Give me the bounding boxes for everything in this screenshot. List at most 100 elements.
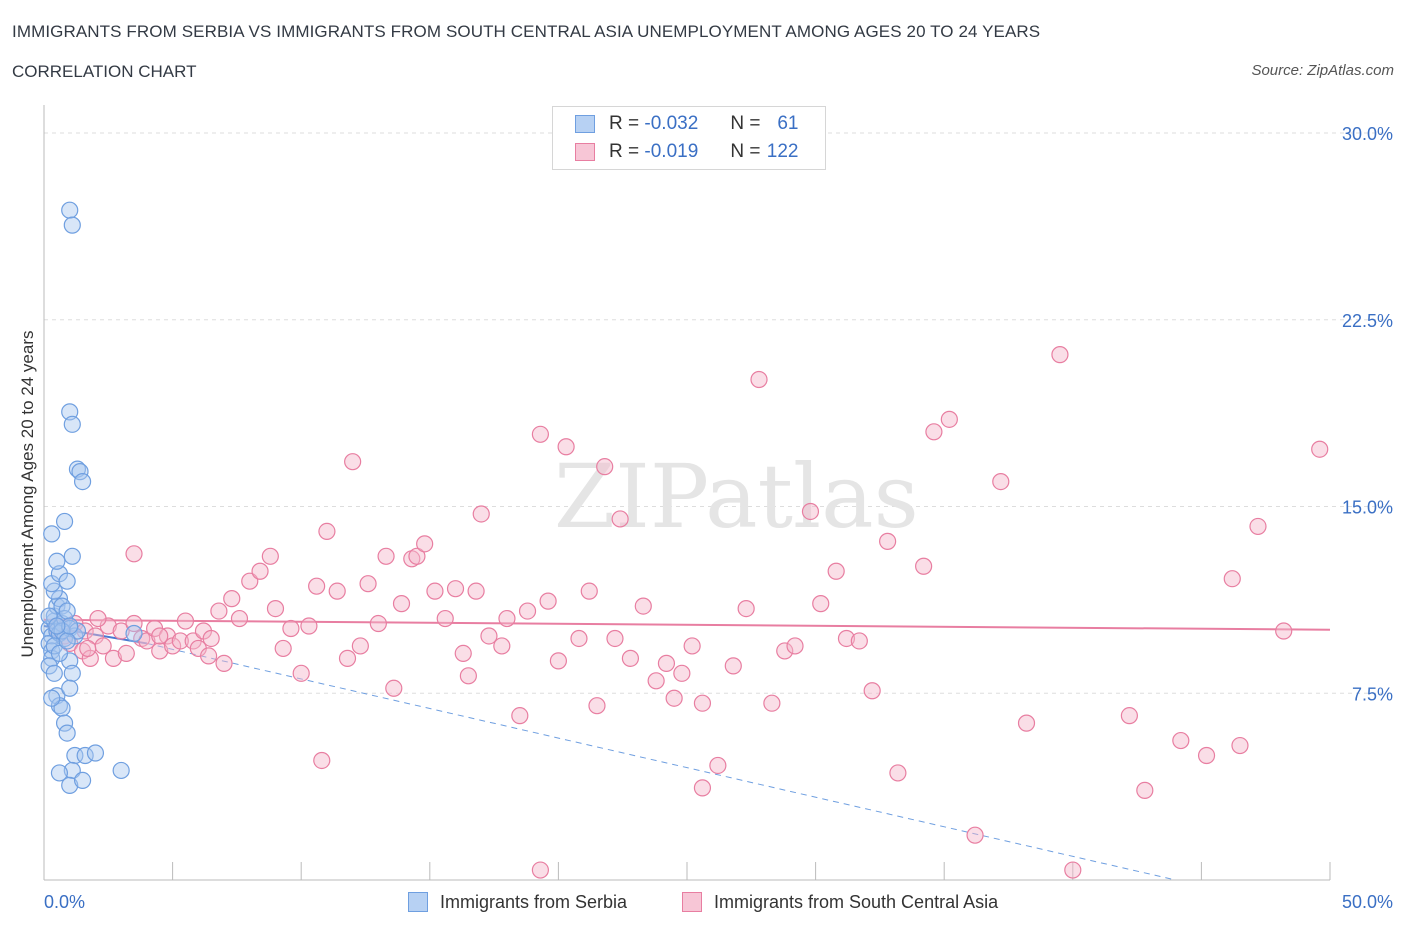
point-south-central-asia xyxy=(467,582,485,600)
point-south-central-asia xyxy=(1311,440,1329,458)
point-south-central-asia xyxy=(408,547,426,565)
point-south-central-asia xyxy=(459,667,477,685)
point-south-central-asia xyxy=(549,652,568,670)
legend-row-serbia: R = -0.032 N = 61 xyxy=(575,112,799,136)
point-south-central-asia xyxy=(750,370,768,389)
point-south-central-asia xyxy=(369,614,387,633)
point-serbia xyxy=(43,689,61,707)
point-south-central-asia xyxy=(837,629,856,648)
point-south-central-asia xyxy=(125,614,143,633)
gridlines xyxy=(44,132,1390,694)
data-points xyxy=(40,201,1329,879)
watermark: ZIPatlas xyxy=(554,445,919,548)
point-south-central-asia xyxy=(416,535,434,553)
x-tick-label-max: 50.0% xyxy=(1342,892,1393,912)
point-south-central-asia xyxy=(737,599,755,618)
point-south-central-asia xyxy=(673,664,691,682)
point-serbia xyxy=(71,463,89,481)
legend-swatch-sca xyxy=(575,143,595,161)
point-south-central-asia xyxy=(138,632,156,650)
point-south-central-asia xyxy=(580,582,598,600)
point-serbia xyxy=(125,624,143,643)
point-south-central-asia xyxy=(241,572,259,590)
point-south-central-asia xyxy=(724,657,742,675)
point-south-central-asia xyxy=(171,632,189,650)
legend-n-value-sca: 122 xyxy=(766,141,799,162)
legend-row-sca: R = -0.019 N = 122 xyxy=(575,140,799,164)
point-south-central-asia xyxy=(693,694,712,712)
point-serbia xyxy=(58,724,76,742)
y-tick-label: 7.5% xyxy=(1352,684,1393,704)
point-south-central-asia xyxy=(557,438,575,456)
legend-n-value-serbia: 61 xyxy=(777,113,799,134)
point-south-central-asia xyxy=(454,644,472,663)
point-south-central-asia xyxy=(634,597,652,615)
point-south-central-asia xyxy=(992,473,1010,491)
bottom-legend-swatch-sca xyxy=(682,892,702,912)
point-serbia xyxy=(50,644,69,663)
stats-legend: R = -0.032 N = 61 R = -0.019 N = 122 xyxy=(552,106,826,170)
point-serbia xyxy=(73,771,92,790)
point-south-central-asia xyxy=(223,590,241,608)
point-south-central-asia xyxy=(925,423,943,441)
point-south-central-asia xyxy=(621,649,640,667)
point-south-central-asia xyxy=(125,545,143,563)
point-south-central-asia xyxy=(606,629,624,648)
point-serbia xyxy=(45,664,63,682)
point-south-central-asia xyxy=(940,410,958,428)
point-south-central-asia xyxy=(1051,346,1069,364)
point-south-central-asia xyxy=(261,547,279,565)
point-serbia xyxy=(63,664,81,682)
point-south-central-asia xyxy=(392,595,411,613)
bottom-legend-sca: Immigrants from South Central Asia xyxy=(682,890,998,914)
point-south-central-asia xyxy=(385,679,403,697)
point-serbia xyxy=(61,679,79,697)
chart-subtitle: CORRELATION CHART xyxy=(12,62,197,81)
point-south-central-asia xyxy=(498,609,516,628)
point-serbia xyxy=(50,764,69,782)
point-serbia xyxy=(86,744,105,762)
point-south-central-asia xyxy=(1275,622,1293,640)
point-south-central-asia xyxy=(292,664,310,682)
tick-labels: 7.5% 15.0% 22.5% 30.0% 0.0% 50.0% xyxy=(44,124,1393,912)
bottom-legend-serbia: Immigrants from Serbia xyxy=(408,890,627,914)
y-tick-label: 22.5% xyxy=(1342,311,1393,331)
point-south-central-asia xyxy=(472,505,490,523)
point-south-central-asia xyxy=(531,861,549,879)
point-south-central-asia xyxy=(531,425,549,443)
point-south-central-asia xyxy=(1197,746,1216,765)
trend-lines xyxy=(43,618,1331,881)
point-south-central-asia xyxy=(493,637,511,655)
point-south-central-asia xyxy=(328,582,346,600)
point-south-central-asia xyxy=(879,532,897,550)
point-south-central-asia xyxy=(1249,517,1267,536)
bottom-legend-label-serbia: Immigrants from Serbia xyxy=(440,891,628,912)
point-south-central-asia xyxy=(210,602,228,620)
point-south-central-asia xyxy=(151,627,169,645)
point-south-central-asia xyxy=(351,637,369,655)
point-south-central-asia xyxy=(112,622,130,640)
point-serbia xyxy=(48,552,66,570)
point-south-central-asia xyxy=(588,697,606,715)
point-south-central-asia xyxy=(709,756,727,775)
point-south-central-asia xyxy=(480,627,498,645)
point-south-central-asia xyxy=(693,779,712,797)
point-south-central-asia xyxy=(151,642,169,660)
legend-r-label: R = xyxy=(609,113,640,134)
point-south-central-asia xyxy=(251,562,269,580)
y-axis-label: Unemployment Among Ages 20 to 24 years xyxy=(18,330,37,658)
point-serbia xyxy=(48,617,66,635)
point-south-central-asia xyxy=(570,629,588,648)
point-south-central-asia xyxy=(308,577,326,595)
point-south-central-asia xyxy=(81,649,99,667)
point-south-central-asia xyxy=(89,609,107,628)
point-south-central-asia xyxy=(518,602,537,620)
point-south-central-asia xyxy=(539,592,557,610)
point-south-central-asia xyxy=(446,580,465,598)
point-south-central-asia xyxy=(786,637,804,655)
point-south-central-asia xyxy=(200,647,218,665)
point-south-central-asia xyxy=(863,682,881,700)
point-serbia xyxy=(58,572,76,590)
chart-source: Source: ZipAtlas.com xyxy=(1251,62,1394,79)
point-south-central-asia xyxy=(889,764,907,782)
